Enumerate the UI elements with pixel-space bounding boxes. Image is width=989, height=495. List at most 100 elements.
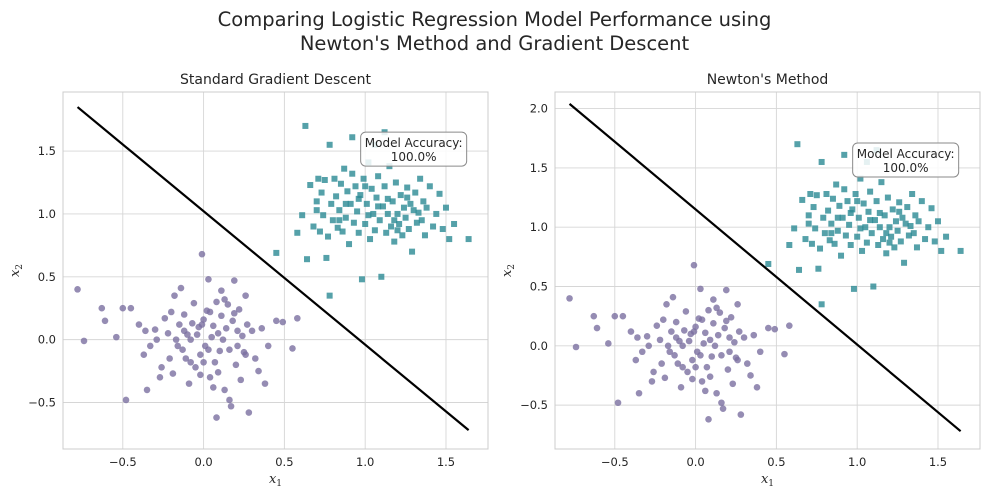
class-0-point — [722, 317, 730, 325]
class-1-point — [365, 212, 372, 219]
class-0-point — [245, 409, 253, 416]
class-0-point — [252, 355, 259, 362]
class-0-point — [781, 350, 788, 358]
class-1-point — [823, 191, 830, 197]
class-0-point — [158, 363, 165, 371]
class-1-point — [384, 195, 391, 202]
class-0-point — [674, 360, 682, 367]
class-0-point — [229, 317, 236, 325]
class-1-point — [378, 273, 385, 280]
class-1-point — [363, 200, 370, 207]
class-1-point — [342, 200, 349, 207]
class-0-point — [101, 317, 109, 325]
class-0-point — [729, 380, 737, 388]
class-0-point — [689, 356, 696, 364]
class-1-point — [430, 223, 437, 230]
class-0-point — [239, 332, 246, 340]
class-1-point — [415, 209, 422, 216]
class-1-point — [808, 240, 815, 247]
class-0-point — [679, 363, 686, 371]
class-1-point — [841, 186, 848, 193]
accuracy-annotation-box — [360, 131, 468, 167]
class-1-point — [354, 208, 361, 215]
figure-title-line-2: Newton's Method and Gradient Descent — [300, 32, 690, 55]
y-tick-label: 0.5 — [38, 270, 56, 284]
class-1-point — [904, 204, 911, 211]
class-0-point — [187, 336, 194, 343]
class-1-point — [352, 183, 359, 190]
class-1-point — [407, 200, 414, 207]
class-0-point — [172, 336, 180, 343]
class-0-point — [192, 363, 199, 371]
class-0-point — [242, 292, 249, 299]
class-0-point — [664, 342, 672, 350]
class-1-point — [838, 252, 845, 259]
class-0-point — [182, 355, 190, 362]
class-1-point — [418, 217, 425, 224]
class-1-point — [307, 182, 314, 189]
class-1-point — [323, 254, 330, 261]
class-1-point — [857, 175, 864, 182]
class-1-point — [451, 220, 458, 227]
class-0-point — [711, 342, 719, 350]
class-0-point — [230, 277, 238, 284]
class-0-point — [656, 336, 664, 344]
class-1-point — [844, 198, 851, 205]
class-1-point — [847, 242, 854, 248]
class-0-point — [619, 312, 627, 320]
class-1-point — [326, 141, 333, 148]
class-1-point — [928, 205, 935, 212]
class-1-point — [334, 224, 341, 231]
class-1-point — [396, 220, 403, 227]
class-0-point — [659, 316, 667, 324]
class-0-point — [226, 396, 233, 404]
class-0-point — [164, 330, 172, 337]
class-0-point — [679, 342, 686, 350]
class-0-point — [211, 358, 219, 366]
class-0-point — [167, 308, 175, 316]
class-1-point — [336, 207, 343, 214]
class-1-point — [326, 292, 333, 299]
class-1-point — [336, 217, 343, 224]
class-0-point — [716, 309, 724, 316]
class-1-point — [813, 192, 820, 199]
class-1-point — [404, 194, 411, 201]
class-0-point — [765, 324, 772, 332]
class-0-point — [726, 334, 733, 341]
class-1-point — [886, 224, 893, 231]
class-1-point — [370, 210, 377, 217]
class-0-point — [705, 306, 712, 314]
class-0-point — [279, 318, 287, 326]
class-0-point — [737, 411, 745, 418]
class-0-point — [726, 348, 733, 356]
class-0-point — [727, 314, 735, 321]
class-0-point — [718, 352, 725, 359]
class-1-point — [855, 214, 862, 221]
class-0-point — [698, 316, 706, 324]
class-0-point — [705, 416, 712, 423]
class-1-point — [371, 227, 378, 234]
class-1-point — [349, 134, 356, 141]
x-tick-label: 0.0 — [686, 455, 704, 469]
class-1-point — [436, 190, 443, 197]
class-1-point — [791, 225, 798, 232]
class-1-point — [901, 259, 908, 266]
class-0-point — [706, 373, 714, 380]
class-0-point — [232, 361, 240, 369]
y-tick-label: 1.5 — [38, 144, 56, 158]
class-1-point — [857, 225, 864, 232]
class-1-point — [433, 210, 440, 217]
class-1-point — [938, 247, 945, 254]
class-1-point — [854, 198, 861, 205]
class-0-point — [700, 340, 707, 347]
x-tick-label: 1.5 — [437, 455, 455, 469]
class-0-point — [653, 322, 661, 329]
class-0-point — [230, 309, 238, 317]
class-1-point — [943, 233, 950, 240]
class-0-point — [697, 285, 704, 293]
class-1-point — [818, 158, 825, 165]
class-0-point — [668, 328, 675, 335]
panel-title: Standard Gradient Descent — [180, 72, 371, 88]
class-1-point — [350, 219, 357, 226]
